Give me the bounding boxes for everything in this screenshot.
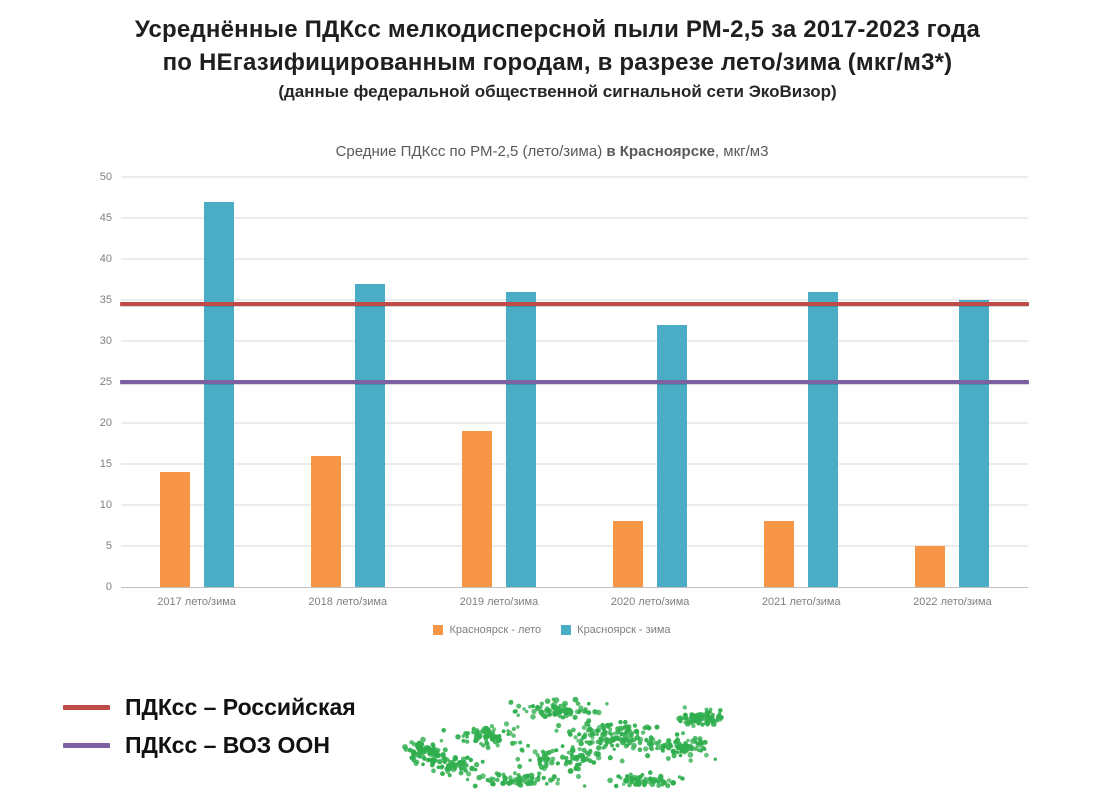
legend-label: Красноярск - зима bbox=[577, 624, 671, 636]
legend-item: Красноярск - лето bbox=[433, 624, 541, 636]
x-axis-label: 2019 лето/зима bbox=[459, 596, 539, 608]
legend-swatch bbox=[433, 625, 444, 635]
page-title-line2: по НЕгазифицированным городам, в разрезе… bbox=[162, 49, 953, 76]
gridline bbox=[121, 545, 1028, 547]
bar-group bbox=[121, 177, 272, 587]
x-axis-label: 2018 лето/зима bbox=[308, 596, 388, 608]
bar-group bbox=[877, 177, 1028, 587]
who-limit-line-swatch bbox=[63, 743, 110, 748]
bar-group bbox=[423, 177, 574, 587]
x-axis-label: 2017 лето/зима bbox=[157, 596, 236, 608]
plot-area: 2017 лето/зима 2018 лето/зима 2019 лето/зи… bbox=[120, 176, 1029, 608]
reference-line bbox=[120, 380, 1029, 384]
gridline bbox=[121, 340, 1028, 342]
gridline bbox=[121, 258, 1028, 260]
legend-item: Красноярск - зима bbox=[561, 624, 671, 636]
page-subtitle: (данные федеральной общественной сигналь… bbox=[278, 82, 837, 101]
bar bbox=[310, 455, 341, 587]
y-axis-tick-label: 5 bbox=[105, 540, 112, 552]
bar bbox=[505, 291, 536, 587]
y-axis-tick-label: 45 bbox=[99, 212, 112, 224]
page-title-line1: Усреднённые ПДКсс мелкодисперсной пыли Р… bbox=[134, 16, 981, 43]
page-title: Усреднённые ПДКсс мелкодисперсной пыли Р… bbox=[0, 13, 1115, 79]
gridline bbox=[121, 299, 1028, 301]
bar bbox=[159, 472, 190, 587]
chart-title-suffix: , мкг/м3 bbox=[714, 143, 769, 160]
reference-legend-row: ПДКсс – ВОЗ ООН bbox=[63, 732, 356, 759]
gridline bbox=[121, 422, 1028, 424]
y-axis-tick-label: 25 bbox=[99, 376, 112, 388]
russian-limit-line-swatch bbox=[63, 705, 110, 710]
series-legend: Красноярск - лето Красноярск - зима bbox=[76, 624, 1028, 636]
x-axis-label: 2021 лето/зима bbox=[761, 596, 841, 608]
y-axis-tick-label: 0 bbox=[105, 581, 112, 593]
x-axis-label: 2020 лето/зима bbox=[610, 596, 690, 608]
bar bbox=[808, 291, 839, 587]
y-axis-tick-label: 50 bbox=[99, 171, 112, 183]
bar bbox=[657, 324, 688, 587]
bar-group bbox=[272, 177, 423, 587]
y-axis-tick-label: 10 bbox=[99, 499, 112, 511]
bar bbox=[915, 546, 946, 587]
y-axis-tick-label: 20 bbox=[99, 417, 112, 429]
bar-group bbox=[726, 177, 877, 587]
page-footer: ПДКсс – Российская ПДКсс – ВОЗ ООН bbox=[0, 688, 1115, 789]
bar-group bbox=[575, 177, 726, 587]
chart-title-prefix: Средние ПДКсс по РМ-2,5 (лето/зима) bbox=[335, 143, 607, 160]
green-dot-scatter-decoration bbox=[402, 696, 724, 789]
chart-title-city: в Красноярске bbox=[606, 143, 715, 160]
y-axis-tick-label: 40 bbox=[99, 253, 112, 265]
bar bbox=[354, 283, 385, 587]
who-limit-label: ПДКсс – ВОЗ ООН bbox=[125, 732, 330, 758]
reference-legend: ПДКсс – Российская ПДКсс – ВОЗ ООН bbox=[63, 694, 356, 770]
gridline bbox=[121, 504, 1028, 506]
reference-line bbox=[120, 302, 1029, 307]
gridline bbox=[121, 176, 1028, 178]
bar-chart: Средние ПДКсс по РМ-2,5 (лето/зима) в Кр… bbox=[76, 143, 1029, 636]
y-axis-tick-label: 35 bbox=[99, 294, 112, 306]
plot-row: 0 5 10 15 20 25 30 35 40 45 50 2017 лето/зима 2018 … bbox=[76, 171, 1029, 608]
bar bbox=[203, 201, 234, 587]
russian-limit-label: ПДКсс – Российская bbox=[125, 694, 356, 720]
legend-label: Красноярск - лето bbox=[449, 624, 542, 636]
reference-legend-row: ПДКсс – Российская bbox=[63, 694, 356, 721]
bar bbox=[764, 521, 795, 587]
chart-title: Средние ПДКсс по РМ-2,5 (лето/зима) в Кр… bbox=[76, 143, 1028, 160]
gridline bbox=[121, 463, 1028, 465]
bar bbox=[613, 521, 644, 587]
page-header: Усреднённые ПДКсс мелкодисперсной пыли Р… bbox=[0, 0, 1115, 102]
bar bbox=[959, 300, 990, 587]
y-axis-tick-label: 30 bbox=[99, 335, 112, 347]
bar bbox=[461, 431, 492, 587]
legend-swatch bbox=[561, 625, 572, 635]
gridline bbox=[121, 217, 1028, 219]
y-axis-tick-label: 15 bbox=[99, 458, 112, 470]
x-axis-label: 2022 лето/зима bbox=[913, 596, 992, 608]
y-axis: 0 5 10 15 20 25 30 35 40 45 50 bbox=[76, 171, 121, 593]
